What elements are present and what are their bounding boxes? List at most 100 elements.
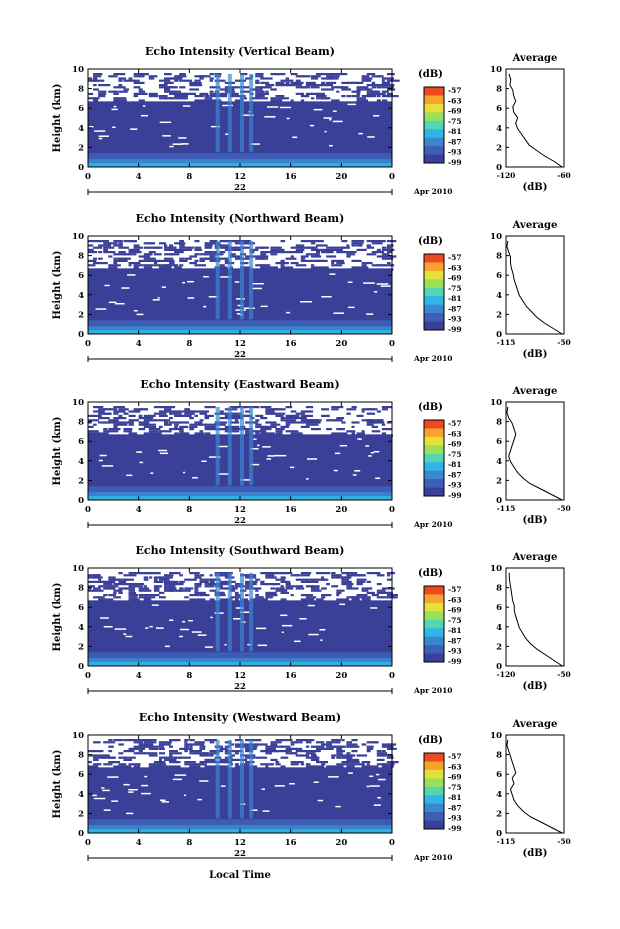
y-tick-label: 2	[78, 310, 84, 320]
heatmap-cell	[148, 259, 158, 262]
heatmap-cell	[184, 743, 193, 746]
average-x-tick-label: -115	[497, 504, 516, 513]
heatmap-cell	[341, 578, 350, 581]
heatmap-cell	[204, 423, 217, 426]
heatmap-cell	[158, 596, 166, 599]
heatmap-cell	[199, 747, 206, 750]
heatmap-cell	[113, 421, 118, 424]
heatmap-cell	[93, 410, 103, 413]
heatmap-cell	[351, 767, 362, 770]
heatmap-cell	[128, 262, 137, 265]
heatmap-cell	[371, 430, 381, 433]
colorbar-segment	[424, 619, 444, 629]
heatmap-gap	[183, 471, 186, 474]
heatmap-cell	[229, 95, 235, 98]
heatmap-cell	[356, 86, 369, 89]
heatmap-cell	[138, 587, 150, 590]
heatmap-gap	[339, 603, 346, 606]
heatmap-cell	[341, 432, 348, 435]
colorbar-segment	[424, 778, 444, 788]
heatmap-cell	[381, 84, 395, 87]
heatmap-cell	[275, 578, 286, 581]
average-y-tick-label: 2	[496, 310, 502, 320]
heatmap-cell	[305, 421, 319, 424]
heatmap-cell	[255, 73, 264, 76]
heatmap-cell	[123, 253, 131, 256]
heatmap-cell	[336, 756, 342, 759]
heatmap-cell	[376, 591, 386, 594]
heatmap-cell	[255, 596, 264, 599]
heatmap-cell	[204, 752, 210, 755]
heatmap-cell	[381, 81, 391, 84]
colorbar-tick-label: -57	[448, 253, 462, 262]
heatmap-cell	[194, 591, 206, 594]
heatmap-cell	[123, 428, 132, 431]
heatmap-cell	[113, 244, 123, 247]
heatmap-cell	[270, 741, 282, 744]
heatmap-cell	[234, 257, 241, 260]
heatmap-cell	[118, 414, 123, 417]
heatmap-cell	[184, 578, 190, 581]
heatmap-cell	[316, 741, 325, 744]
heatmap-cell	[158, 756, 167, 759]
heatmap-cell	[164, 410, 170, 413]
heatmap-cell	[219, 92, 228, 95]
heatmap-cell	[98, 417, 110, 420]
heatmap-gap	[145, 627, 149, 629]
heatmap-cell	[148, 754, 158, 757]
heatmap-cell	[376, 758, 385, 761]
heatmap-cell	[209, 589, 217, 592]
heatmap-cell	[204, 268, 209, 271]
heatmap-cell	[199, 259, 205, 262]
x-tick-label: 20	[335, 339, 347, 349]
x-tick-label: 20	[335, 838, 347, 848]
heatmap-cell	[194, 421, 203, 424]
heatmap-gap	[172, 778, 182, 781]
heatmap-cell	[164, 266, 172, 269]
heatmap-cell	[189, 594, 200, 597]
heatmap-cell	[113, 406, 125, 409]
heatmap-cell	[138, 414, 143, 417]
y-tick-label: 0	[78, 496, 84, 506]
y-tick-label: 4	[78, 291, 84, 301]
heatmap-cell	[366, 268, 377, 271]
average-y-tick-label: 8	[496, 584, 502, 594]
heatmap-cell	[103, 248, 108, 251]
heatmap-cell	[138, 73, 148, 76]
heatmap-cell	[234, 598, 239, 601]
heatmap-cell	[93, 88, 99, 91]
heatmap-cell	[386, 428, 392, 431]
colorbar-tick-label: -69	[448, 440, 462, 449]
heatmap-cell	[290, 246, 303, 249]
heatmap-gap	[357, 438, 361, 440]
heatmap-cell	[336, 763, 348, 766]
heatmap-cell	[98, 90, 107, 93]
heatmap-gap	[373, 804, 381, 806]
heatmap-cell	[194, 246, 202, 249]
heatmap-cell	[143, 255, 151, 258]
heatmap-cell	[300, 598, 310, 601]
heatmap-cell	[108, 745, 114, 748]
heatmap-cell	[179, 767, 183, 770]
heatmap-cell	[351, 763, 364, 766]
heatmap-cell	[310, 84, 324, 87]
heatmap-cell	[118, 578, 128, 581]
y-tick-label: 2	[78, 809, 84, 819]
heatmap-cell	[331, 576, 337, 579]
heatmap-cell	[118, 743, 124, 746]
heatmap-cell	[300, 754, 310, 757]
average-y-tick-label: 2	[496, 642, 502, 652]
heatmap-cell	[361, 761, 371, 764]
heatmap-cell	[316, 747, 327, 750]
heatmap-gap	[250, 447, 259, 450]
heatmap-cell	[133, 596, 138, 599]
colorbar-segment	[424, 636, 444, 646]
heatmap	[88, 69, 400, 167]
heatmap-cell	[93, 432, 102, 435]
date-label: 22	[234, 849, 246, 859]
heatmap-cell	[310, 266, 318, 269]
heatmap-cell	[169, 761, 178, 764]
heatmap-cell	[113, 101, 122, 104]
heatmap-gap	[332, 120, 343, 123]
colorbar-tick-label: -93	[448, 814, 462, 823]
